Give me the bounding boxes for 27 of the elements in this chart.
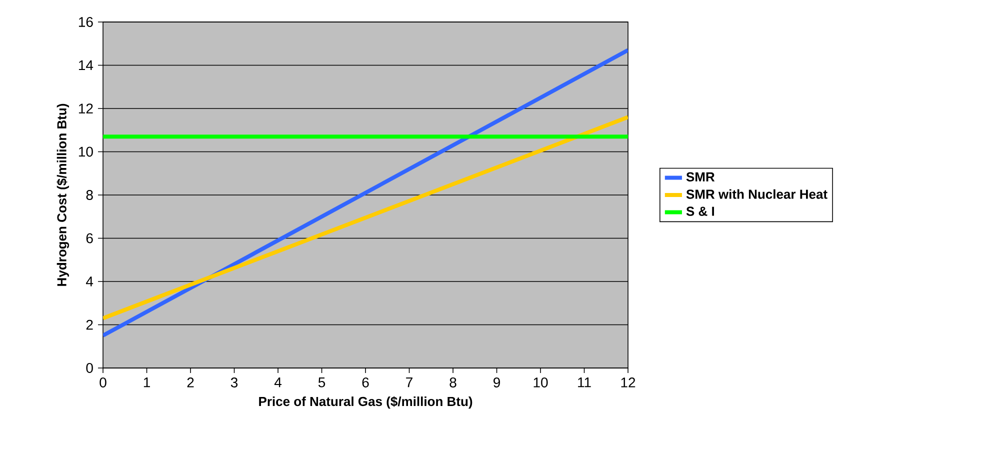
y-tick-label: 12 (78, 104, 93, 114)
x-tick-label: 4 (274, 378, 282, 388)
x-tick-label: 1 (144, 378, 150, 388)
y-tick-label: 16 (78, 17, 93, 27)
y-tick-label: 4 (86, 276, 94, 286)
x-tick-label: 8 (450, 378, 456, 388)
y-tick-label: 8 (86, 190, 93, 200)
legend-label: S & I (686, 206, 714, 216)
x-tick-label: 9 (494, 378, 500, 388)
y-tick-label: 0 (86, 363, 93, 373)
y-tick-label: 10 (78, 146, 93, 157)
y-tick-label: 2 (86, 320, 93, 330)
x-tick-label: 7 (406, 378, 412, 388)
x-tick-label: 12 (621, 378, 636, 388)
y-tick-label: 14 (78, 60, 94, 70)
x-tick-label: 5 (318, 378, 326, 388)
x-tick-label: 6 (362, 378, 369, 388)
x-tick-label: 3 (230, 378, 238, 388)
x-tick-label: 10 (534, 378, 548, 388)
x-tick-label: 0 (100, 378, 106, 388)
y-axis-title: Hydrogen Cost ($/million Btu) (56, 104, 70, 286)
legend-label: SMR with Nuclear Heat (686, 189, 828, 199)
x-tick-label: 2 (187, 378, 194, 388)
x-tick-label: 11 (578, 378, 591, 388)
y-tick-label: 6 (86, 233, 93, 244)
legend-label: SMR (686, 172, 715, 182)
x-axis-title: Price of Natural Gas ($/million Btu) (259, 396, 472, 409)
